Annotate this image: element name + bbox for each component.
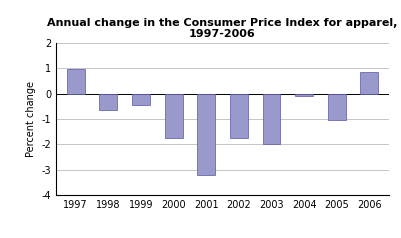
Bar — [263, 94, 280, 144]
Bar — [197, 94, 215, 175]
Bar — [230, 94, 248, 138]
Bar — [328, 94, 346, 120]
Title: Annual change in the Consumer Price Index for apparel,
1997-2006: Annual change in the Consumer Price Inde… — [47, 18, 398, 39]
Bar — [360, 72, 379, 94]
Bar — [295, 94, 313, 96]
Bar — [165, 94, 182, 138]
Y-axis label: Percent change: Percent change — [26, 81, 36, 157]
Bar — [99, 94, 117, 110]
Bar — [132, 94, 150, 105]
Bar — [67, 69, 85, 94]
